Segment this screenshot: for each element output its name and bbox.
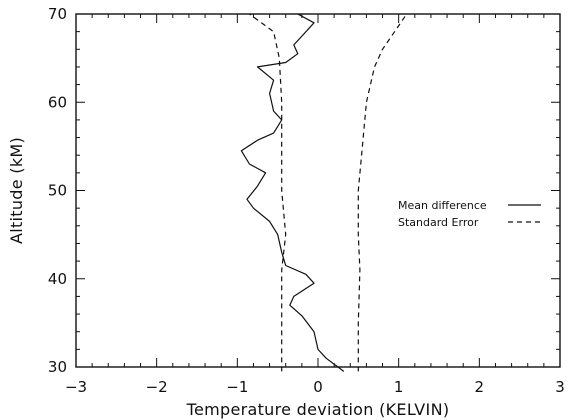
series-lines <box>240 13 408 372</box>
plot-frame <box>75 13 561 368</box>
x-tick-label: −1 <box>226 378 248 396</box>
ticks <box>75 13 561 368</box>
x-tick-labels: −3 −2 −1 0 1 2 3 <box>65 378 565 396</box>
y-tick-label: 50 <box>48 182 67 200</box>
x-axis-label: Temperature deviation (KELVIN) <box>186 400 450 419</box>
y-tick-label: 70 <box>48 5 67 23</box>
y-axis-label: Altitude (kM) <box>7 137 26 244</box>
x-tick-label: 1 <box>394 378 404 396</box>
x-tick-label: 0 <box>313 378 323 396</box>
y-tick-label: 60 <box>48 93 67 111</box>
x-tick-label: 3 <box>555 378 565 396</box>
mean-difference-line <box>240 13 345 372</box>
legend: Mean difference Standard Error <box>398 199 541 229</box>
x-tick-label: −3 <box>65 378 87 396</box>
legend-label: Standard Error <box>398 216 479 229</box>
plot-border <box>75 13 561 368</box>
standard-error-left-line <box>249 13 287 372</box>
legend-label: Mean difference <box>398 199 487 212</box>
x-tick-label: −2 <box>146 378 168 396</box>
x-tick-label: 2 <box>475 378 485 396</box>
standard-error-right-line <box>357 13 408 372</box>
y-tick-label: 40 <box>48 270 67 288</box>
y-tick-labels: 30 40 50 60 70 <box>48 5 67 376</box>
y-tick-label: 30 <box>48 358 67 376</box>
